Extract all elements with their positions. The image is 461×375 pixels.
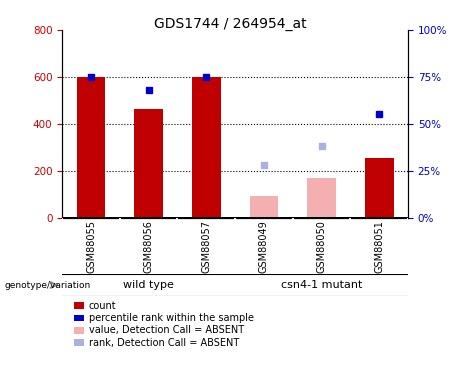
Bar (192, 77, 221, 218)
Text: GSM88050: GSM88050 (317, 220, 326, 273)
Text: csn4-1 mutant: csn4-1 mutant (281, 280, 362, 290)
Text: GSM88057: GSM88057 (201, 220, 211, 273)
Text: rank, Detection Call = ABSENT: rank, Detection Call = ABSENT (89, 338, 239, 348)
Text: value, Detection Call = ABSENT: value, Detection Call = ABSENT (89, 326, 243, 335)
Bar (365, 158, 394, 218)
Text: GSM88055: GSM88055 (86, 220, 96, 273)
Bar (77, 77, 106, 218)
Text: count: count (89, 301, 116, 310)
Text: GSM88056: GSM88056 (144, 220, 154, 273)
Text: GSM88049: GSM88049 (259, 220, 269, 273)
Text: genotype/variation: genotype/variation (5, 280, 91, 290)
Text: GDS1744 / 264954_at: GDS1744 / 264954_at (154, 17, 307, 31)
Text: GSM88051: GSM88051 (374, 220, 384, 273)
Text: percentile rank within the sample: percentile rank within the sample (89, 313, 254, 323)
Text: wild type: wild type (123, 280, 174, 290)
Bar (307, 178, 336, 218)
Bar (249, 196, 278, 217)
Bar (134, 109, 163, 217)
